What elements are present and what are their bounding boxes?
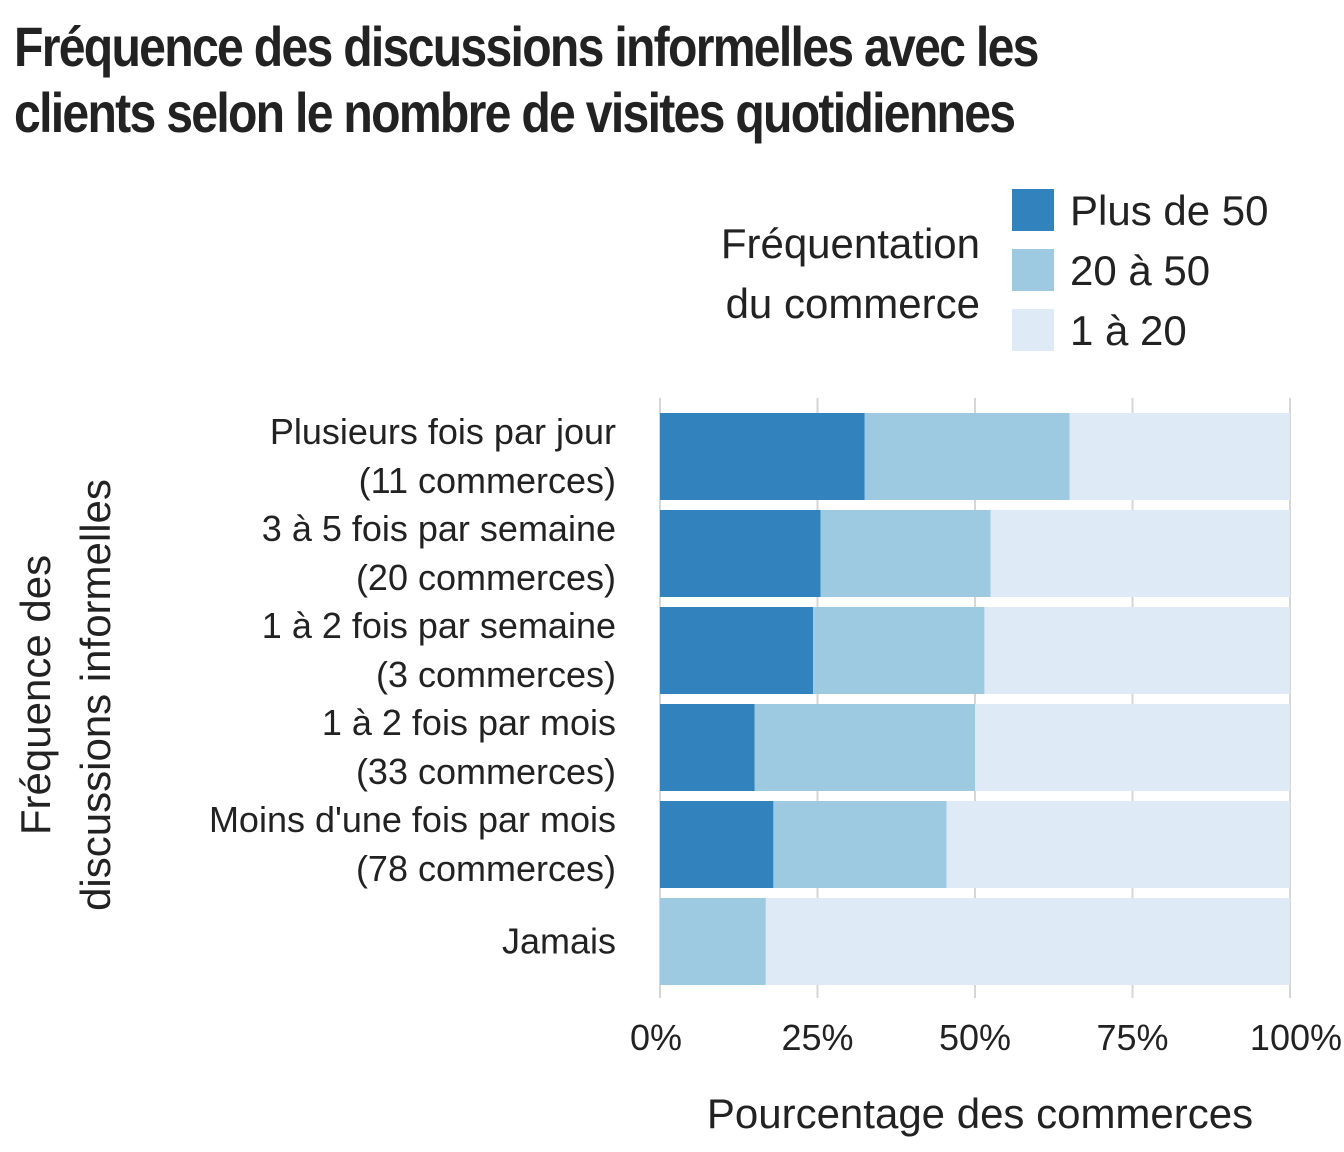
category-label: Plusieurs fois par jour [270,411,616,452]
bar-segment [946,801,1290,888]
legend-swatch [1012,189,1054,231]
bar-segment [975,704,1290,791]
legend-label: 20 à 50 [1070,247,1210,294]
bar-segment [660,704,755,791]
category-label: (20 commerces) [356,557,616,598]
category-label: Moins d'une fois par mois [209,799,616,840]
legend-title-line-1: Fréquentation [721,220,980,267]
chart-title-line-1: Fréquence des discussions informelles av… [14,15,1039,78]
legend-label: 1 à 20 [1070,307,1187,354]
bar-segment [773,801,947,888]
category-label: (33 commerces) [356,751,616,792]
chart-title: Fréquence des discussions informelles av… [14,14,1132,146]
bar-segment [660,898,766,985]
x-axis-ticks: 0% 25% 50% 75% 100% [630,1017,1342,1058]
bar-segment [765,898,1290,985]
bars [660,413,1290,985]
legend-title-line-2: du commerce [726,280,980,327]
y-axis-title: Fréquence des discussions informelles [12,479,119,911]
bar-segment [820,510,991,597]
x-tick-label: 50% [939,1017,1011,1058]
y-axis-title-line-1: Fréquence des [12,555,59,835]
category-label: 1 à 2 fois par semaine [262,605,616,646]
bar-segment [990,510,1290,597]
y-axis-title-line-2: discussions informelles [72,479,119,911]
category-label: (11 commerces) [359,460,616,501]
category-label: (3 commerces) [376,654,616,695]
bar-segment [660,607,814,694]
legend-swatch [1012,249,1054,291]
bar-segment [660,510,821,597]
x-axis-title: Pourcentage des commerces [707,1090,1253,1137]
legend-entries: Plus de 50 20 à 50 1 à 20 [1012,187,1268,354]
category-labels: Plusieurs fois par jour (11 commerces) 3 à… [209,411,616,962]
bar-segment [1069,413,1290,500]
x-tick-label: 75% [1096,1017,1168,1058]
x-tick-label: 25% [781,1017,853,1058]
bar-segment [984,607,1290,694]
legend: Fréquentation du commerce Plus de 50 20 à… [721,187,1269,354]
bar-segment [754,704,975,791]
category-label: Jamais [502,921,616,962]
category-label: 3 à 5 fois par semaine [262,508,616,549]
x-tick-label: 0% [630,1017,682,1058]
legend-swatch [1012,309,1054,351]
bar-segment [813,607,985,694]
category-label: (78 commerces) [356,848,616,889]
x-tick-label: 100% [1250,1017,1342,1058]
chart-title-line-2: clients selon le nombre de visites quoti… [14,81,1016,144]
bar-segment [864,413,1070,500]
legend-label: Plus de 50 [1070,187,1268,234]
bar-segment [660,801,774,888]
category-label: 1 à 2 fois par mois [322,702,616,743]
bar-segment [660,413,865,500]
